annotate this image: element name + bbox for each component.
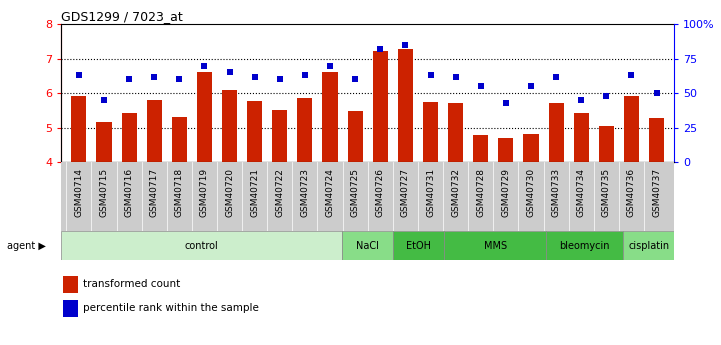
Bar [444, 231, 547, 260]
Text: GSM40735: GSM40735 [602, 168, 611, 217]
Bar [393, 231, 444, 260]
Text: GSM40737: GSM40737 [652, 168, 661, 217]
Text: GSM40718: GSM40718 [174, 168, 184, 217]
Text: GSM40714: GSM40714 [74, 168, 84, 217]
Point [249, 74, 260, 79]
Bar [71, 96, 87, 162]
Bar [448, 104, 463, 162]
Bar [649, 118, 664, 162]
Point [73, 72, 84, 78]
Text: GSM40716: GSM40716 [125, 168, 133, 217]
Text: GSM40734: GSM40734 [577, 168, 585, 217]
Bar [297, 98, 312, 162]
Bar [549, 103, 564, 162]
Bar [247, 101, 262, 162]
Text: GSM40724: GSM40724 [326, 168, 335, 217]
Bar [63, 276, 78, 293]
Point [601, 93, 612, 99]
Point [199, 63, 211, 68]
Point [525, 83, 536, 89]
Text: agent ▶: agent ▶ [7, 241, 46, 251]
Point [224, 70, 235, 75]
Bar [523, 134, 539, 162]
Bar [498, 138, 513, 162]
Point [324, 63, 336, 68]
Point [174, 77, 185, 82]
Bar [273, 110, 288, 162]
Point [123, 77, 135, 82]
Point [500, 100, 512, 106]
Point [299, 72, 311, 78]
Bar [222, 90, 237, 162]
Point [98, 97, 110, 103]
Point [399, 42, 411, 48]
Point [450, 74, 461, 79]
Text: GSM40726: GSM40726 [376, 168, 385, 217]
Text: GSM40725: GSM40725 [350, 168, 360, 217]
Text: GSM40728: GSM40728 [477, 168, 485, 217]
Text: percentile rank within the sample: percentile rank within the sample [83, 304, 259, 314]
Bar [473, 135, 488, 162]
Bar [574, 113, 589, 162]
Bar [97, 122, 112, 162]
Text: GSM40732: GSM40732 [451, 168, 460, 217]
Text: GSM40723: GSM40723 [301, 168, 309, 217]
Bar [624, 96, 639, 162]
Bar [322, 72, 337, 162]
Text: EtOH: EtOH [406, 241, 431, 251]
Bar [342, 231, 393, 260]
Point [651, 90, 663, 96]
Text: bleomycin: bleomycin [559, 241, 610, 251]
Text: GSM40730: GSM40730 [526, 168, 536, 217]
Text: GSM40731: GSM40731 [426, 168, 435, 217]
Text: GSM40729: GSM40729 [501, 168, 510, 217]
Bar [61, 231, 342, 260]
Point [374, 46, 386, 52]
Text: GSM40720: GSM40720 [225, 168, 234, 217]
Point [149, 74, 160, 79]
Bar [423, 102, 438, 162]
Bar [398, 49, 413, 162]
Bar [63, 300, 78, 317]
Text: GSM40727: GSM40727 [401, 168, 410, 217]
Text: GSM40722: GSM40722 [275, 168, 284, 217]
Bar [122, 113, 137, 162]
Text: GSM40733: GSM40733 [552, 168, 561, 217]
Text: GSM40719: GSM40719 [200, 168, 209, 217]
Bar [61, 162, 674, 231]
Text: GSM40736: GSM40736 [627, 168, 636, 217]
Bar [373, 51, 388, 162]
Text: MMS: MMS [484, 241, 507, 251]
Bar [547, 231, 623, 260]
Point [350, 77, 361, 82]
Text: GSM40717: GSM40717 [150, 168, 159, 217]
Bar [598, 126, 614, 162]
Text: NaCl: NaCl [356, 241, 379, 251]
Point [550, 74, 562, 79]
Text: control: control [185, 241, 218, 251]
Point [626, 72, 637, 78]
Text: GDS1299 / 7023_at: GDS1299 / 7023_at [61, 10, 183, 23]
Point [425, 72, 436, 78]
Bar [146, 100, 162, 162]
Point [475, 83, 487, 89]
Text: GSM40721: GSM40721 [250, 168, 259, 217]
Text: GSM40715: GSM40715 [99, 168, 108, 217]
Bar [197, 72, 212, 162]
Point [274, 77, 286, 82]
Bar [348, 111, 363, 162]
Point [575, 97, 587, 103]
Bar [623, 231, 674, 260]
Bar [172, 117, 187, 162]
Text: transformed count: transformed count [83, 279, 180, 289]
Text: cisplatin: cisplatin [628, 241, 669, 251]
